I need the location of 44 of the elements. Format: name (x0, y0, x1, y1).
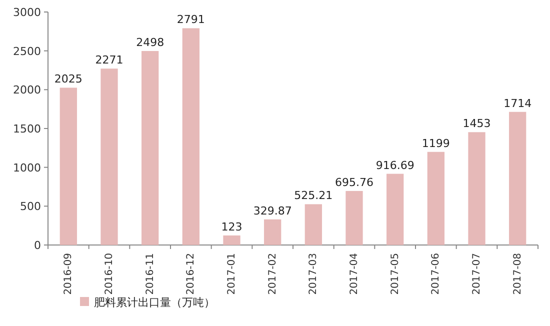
x-tick-label: 2017-08 (512, 253, 524, 295)
x-tick-label: 2016-12 (186, 253, 197, 295)
data-label: 2025 (54, 72, 82, 86)
bar (509, 112, 526, 245)
y-tick-label: 500 (20, 200, 41, 214)
bar (100, 68, 118, 245)
bar (304, 204, 322, 245)
data-label: 695.76 (335, 176, 374, 189)
x-tick-label: 2017-06 (430, 253, 442, 295)
bar (386, 174, 404, 245)
y-tick-label: 2500 (13, 44, 41, 58)
legend-label: 肥料累计出口量（万吨） (94, 296, 215, 309)
bar (427, 152, 444, 245)
bar (60, 88, 77, 245)
bar (142, 50, 159, 245)
x-tick-label: 2017-03 (308, 253, 320, 295)
y-tick-label: 1000 (13, 161, 41, 174)
x-tick-label: 2016-10 (104, 253, 115, 295)
y-tick-label: 0 (34, 239, 41, 252)
y-tick-label: 1500 (13, 122, 41, 136)
data-label: 329.87 (253, 204, 292, 218)
data-label: 2271 (95, 54, 124, 67)
data-label: 1714 (504, 96, 532, 110)
x-tick-label: 2016-11 (144, 253, 156, 295)
data-label: 2791 (176, 13, 205, 26)
data-label: 1453 (462, 117, 491, 130)
data-label: 525.21 (294, 189, 333, 202)
x-tick-label: 2017-01 (226, 253, 238, 295)
bar (468, 132, 486, 245)
data-label: 2498 (136, 36, 164, 49)
x-tick-label: 2017-05 (390, 253, 401, 295)
x-tick-label: 2017-04 (348, 253, 360, 295)
bar (264, 219, 282, 245)
data-label: 1199 (422, 136, 450, 150)
y-tick-label: 2000 (13, 84, 41, 97)
y-tick-label: 3000 (13, 6, 41, 19)
data-label: 916.69 (376, 158, 414, 172)
bar (223, 235, 240, 245)
bar (182, 28, 200, 245)
x-tick-label: 2016-09 (63, 253, 74, 295)
data-label: 123 (221, 220, 242, 234)
x-tick-label: 2017-07 (471, 253, 482, 295)
bar (346, 190, 363, 245)
x-tick-label: 2017-02 (267, 253, 278, 295)
